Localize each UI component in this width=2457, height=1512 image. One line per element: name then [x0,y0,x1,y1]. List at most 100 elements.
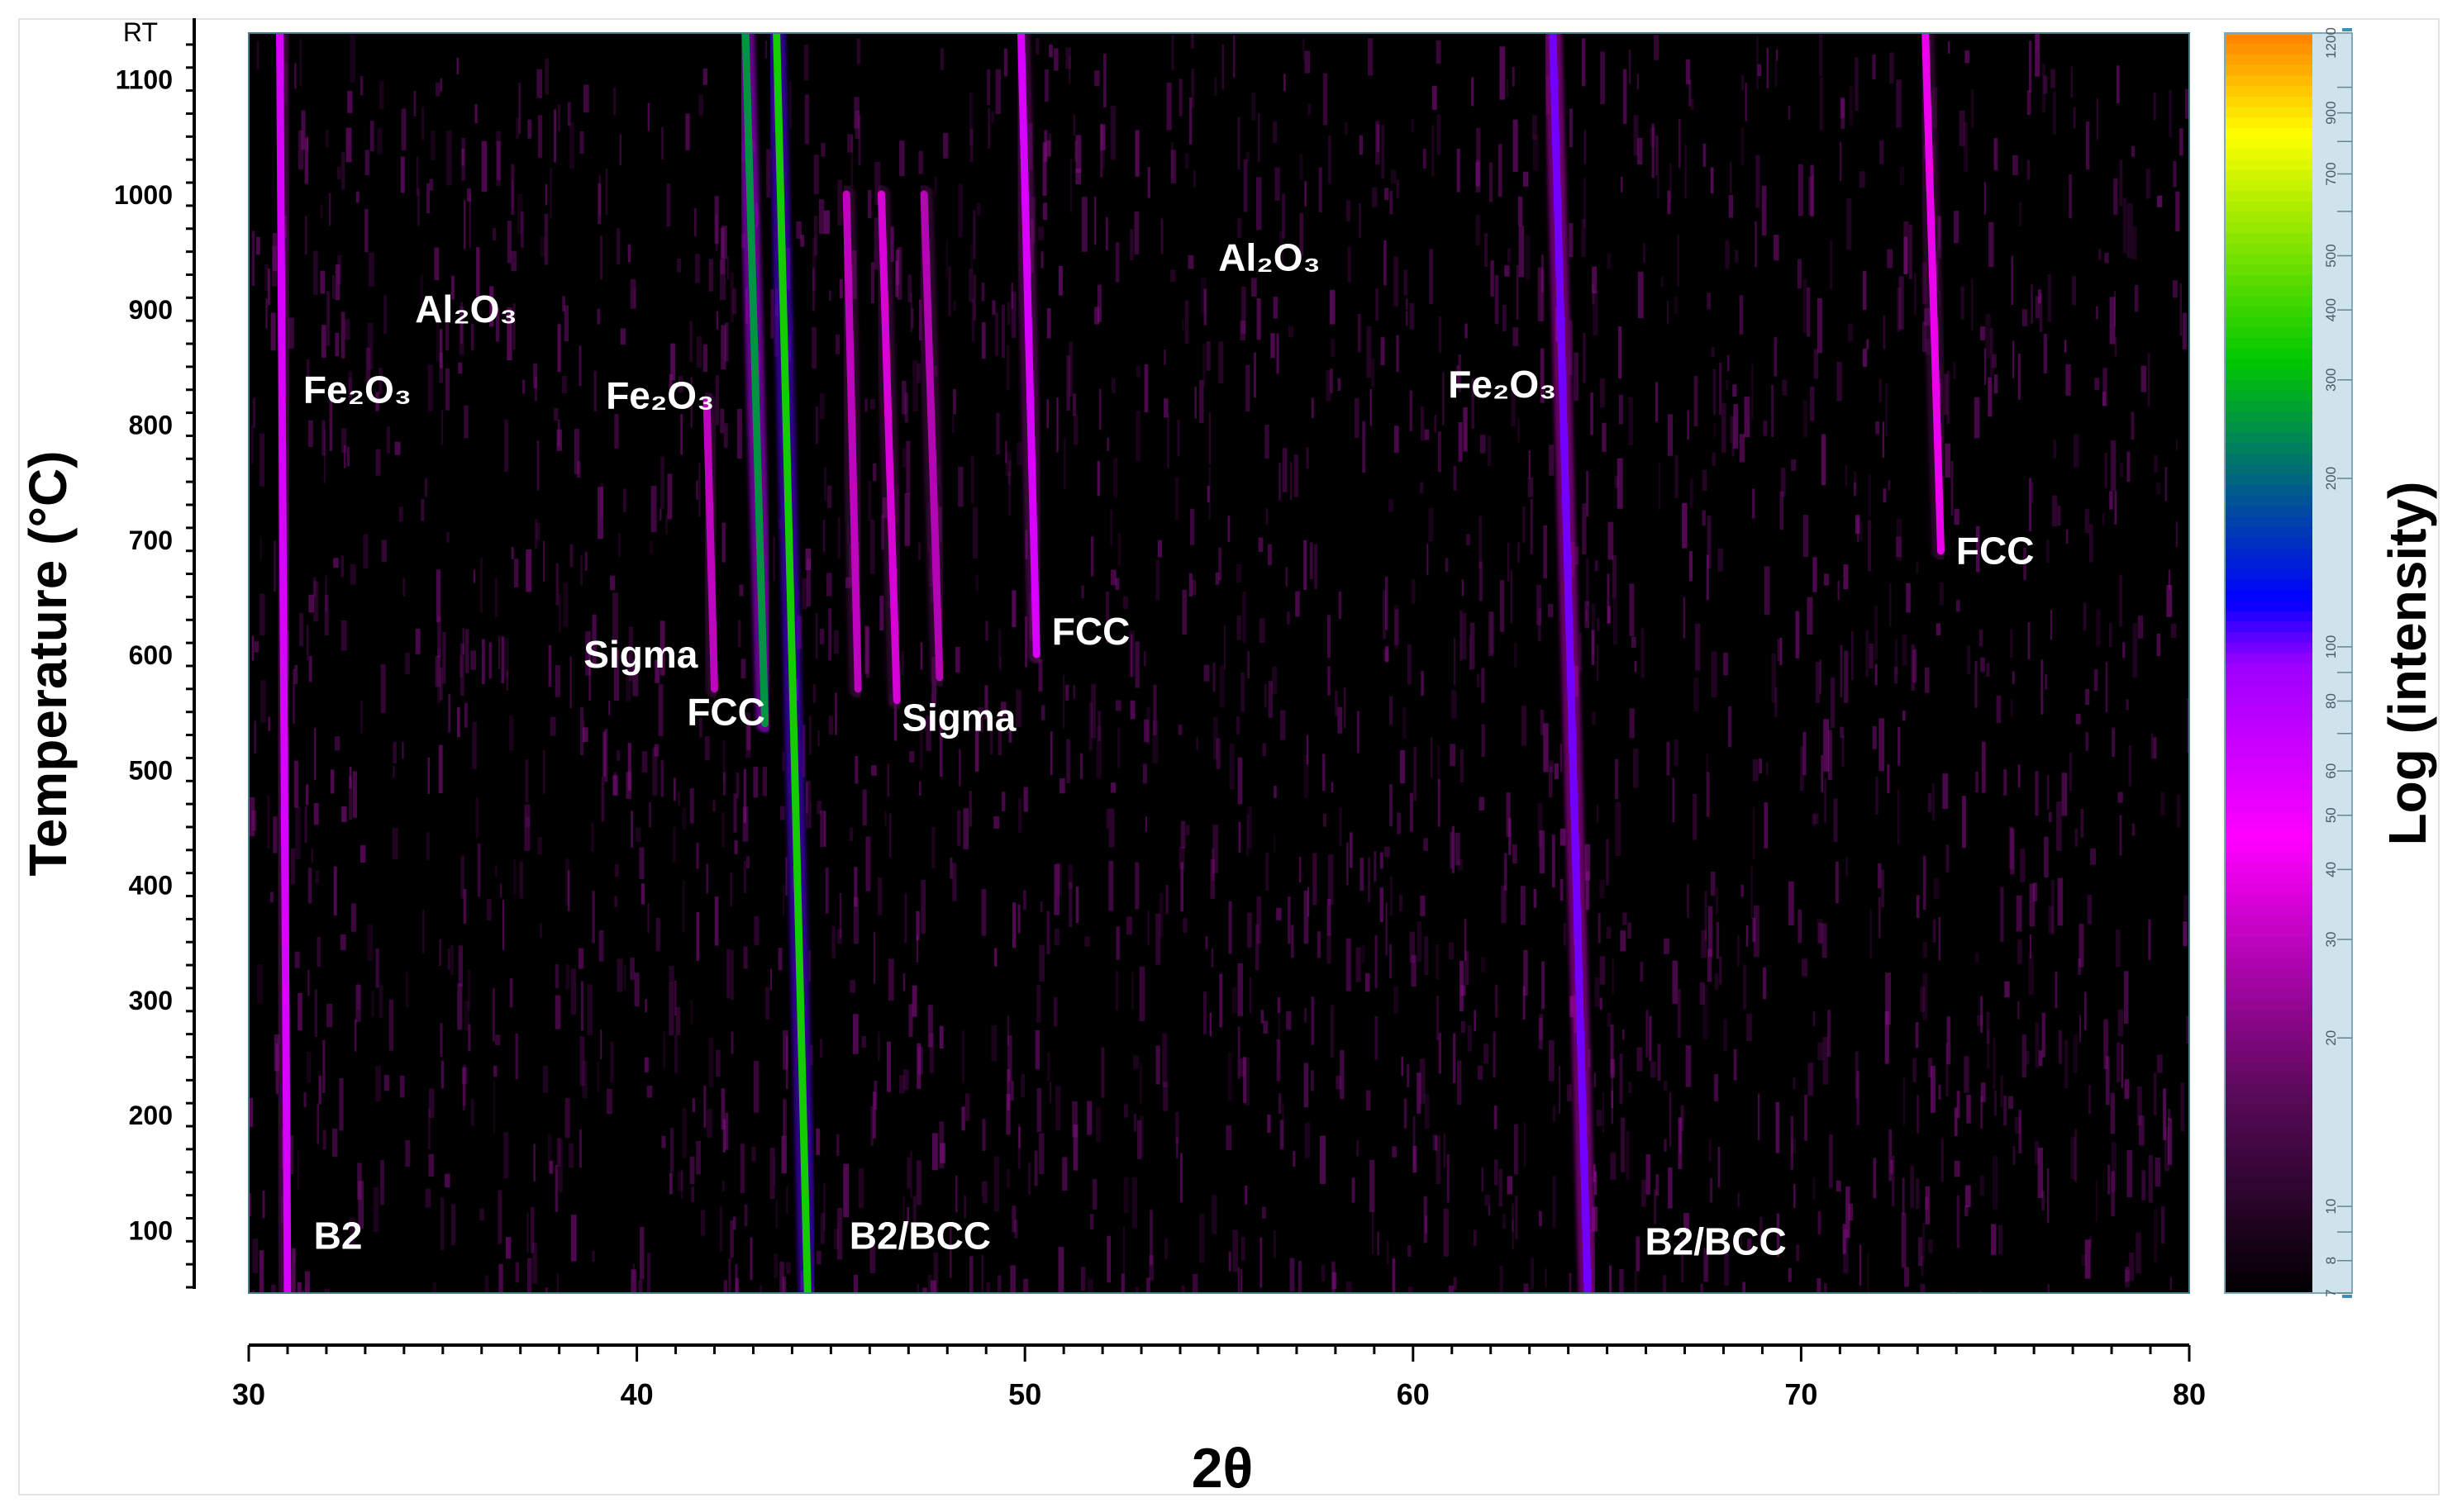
noise-streak [383,1075,389,1091]
noise-streak [294,665,298,685]
noise-streak [1079,753,1083,779]
noise-streak [313,250,318,295]
noise-streak [1163,1082,1169,1111]
noise-streak [1983,348,1986,385]
noise-streak [317,936,321,968]
noise-streak [1476,127,1481,164]
noise-streak [1513,642,1517,668]
noise-streak [313,803,319,825]
colorbar-segment [2225,400,2312,412]
phase-label: Al₂O₃ [1218,236,1321,279]
noise-streak [1339,807,1342,847]
noise-streak [1340,1050,1345,1100]
colorbar-segment [2225,600,2312,611]
noise-streak [1945,1043,1949,1096]
noise-streak [1279,1120,1283,1150]
noise-streak [1233,35,1236,78]
noise-streak [2160,792,2165,816]
noise-streak [470,650,477,670]
noise-streak [1569,108,1573,147]
noise-streak [1136,411,1140,462]
noise-streak [1723,652,1729,676]
noise-streak [1733,404,1738,449]
noise-streak [304,1285,309,1293]
noise-streak [666,183,671,227]
colorbar-segment [2225,33,2312,45]
noise-streak [517,193,523,235]
colorbar-segment [2225,64,2312,76]
noise-streak [815,613,818,659]
noise-streak [735,1263,738,1293]
noise-streak [1699,982,1705,1005]
noise-streak [1240,287,1246,335]
noise-streak [1140,1115,1144,1158]
noise-streak [460,855,464,899]
noise-streak [1569,1272,1572,1293]
noise-streak [1046,911,1050,954]
noise-streak [716,311,718,330]
y-tick-label: 100 [129,1215,173,1245]
noise-streak [426,183,430,214]
noise-streak [1609,1265,1612,1293]
noise-streak [1820,78,1823,131]
colorbar-segment [2225,106,2312,118]
noise-streak [2074,828,2078,847]
noise-streak [1326,934,1331,964]
noise-streak [2020,849,2026,882]
noise-streak [877,877,883,915]
noise-streak [1723,1019,1728,1052]
colorbar-tick-label: 7 [2323,1289,2339,1296]
noise-streak [1066,355,1070,411]
noise-streak [1144,364,1149,413]
noise-streak [1594,560,1598,572]
colorbar-segment [2225,830,2312,843]
noise-streak [1157,540,1162,558]
noise-streak [714,196,719,245]
noise-streak [1035,1030,1040,1070]
noise-streak [1180,862,1184,911]
noise-streak [1365,972,1370,992]
colorbar-segment [2225,54,2312,65]
noise-streak [251,1290,255,1293]
noise-streak [1421,407,1425,441]
noise-streak [1159,892,1164,937]
noise-streak [440,78,442,92]
noise-streak [1944,373,1948,416]
noise-streak [1918,1237,1923,1267]
noise-streak [434,247,440,280]
noise-streak [958,466,964,507]
noise-streak [1946,370,1950,424]
noise-streak [1422,148,1426,169]
noise-streak [1894,639,1898,675]
peak-lines [270,33,1950,1293]
noise-streak [498,635,501,669]
noise-streak [299,39,302,87]
noise-streak [2070,1137,2077,1180]
noise-streak [1437,744,1440,786]
noise-streak [1256,298,1261,340]
noise-streak [1897,288,1902,332]
noise-streak [723,772,726,796]
noise-streak [2010,629,2013,659]
noise-streak [457,983,463,1030]
noise-streak [307,1052,312,1083]
noise-streak [931,692,934,730]
noise-streak [917,1284,919,1293]
noise-streak [1945,844,1950,872]
noise-streak [633,288,636,308]
colorbar-title: Log (intensity) [2378,482,2437,846]
noise-streak [1651,123,1655,178]
colorbar-segment [2225,620,2312,632]
noise-streak [2148,919,2151,961]
noise-streak [1823,719,1829,772]
noise-streak [1711,347,1715,358]
noise-streak [1688,79,1692,107]
noise-streak [1859,1244,1862,1286]
noise-streak [472,721,477,770]
noise-streak [1493,1105,1498,1129]
noise-streak [1996,695,2002,724]
noise-streak [1611,1072,1613,1124]
noise-streak [1657,175,1659,199]
noise-streak [2096,1180,2098,1222]
noise-streak [304,806,307,843]
